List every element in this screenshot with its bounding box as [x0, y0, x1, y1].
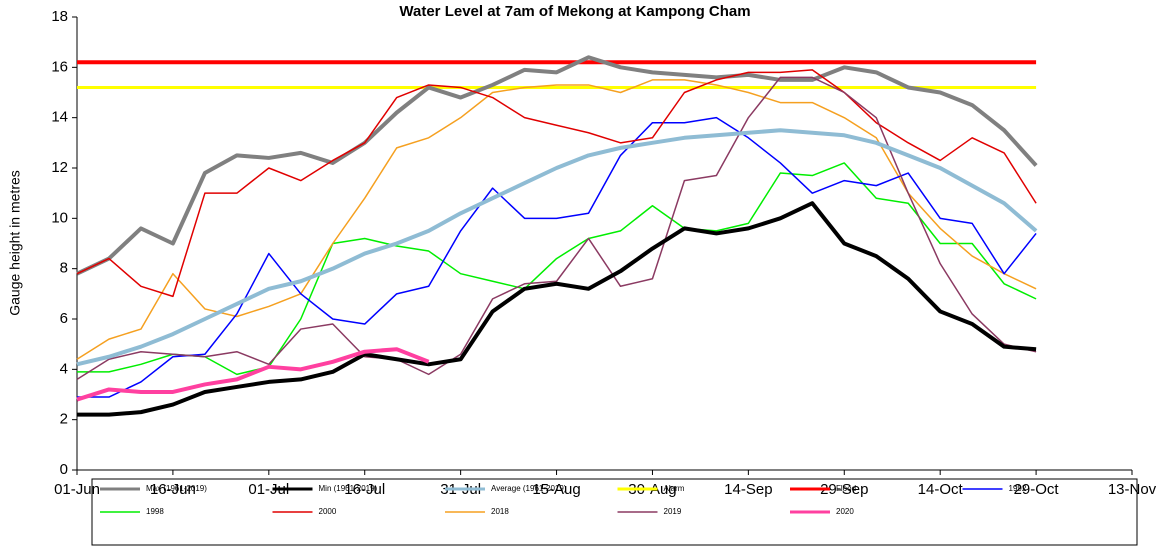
x-tick-label: 29-Oct	[1014, 481, 1060, 498]
x-tick-label: 14-Sep	[724, 481, 772, 498]
y-tick-label: 12	[51, 159, 68, 176]
series-line	[76, 128, 1038, 367]
x-tick-label: 29-Sep	[820, 481, 868, 498]
x-tick-label: 13-Nov	[1108, 481, 1157, 498]
y-tick-label: 18	[51, 8, 68, 25]
legend-label: 1992	[1009, 484, 1027, 493]
y-tick-label: 8	[60, 260, 68, 277]
x-tick-label: 16-Jul	[344, 481, 385, 498]
series-line	[77, 162, 1037, 376]
series-line	[76, 347, 430, 402]
x-tick-label: 14-Oct	[918, 481, 964, 498]
legend-label: Alarm	[664, 484, 685, 493]
chart-title: Water Level at 7am of Mekong at Kampong …	[399, 3, 750, 20]
series-line	[77, 201, 1037, 417]
legend-label: 1998	[146, 507, 164, 516]
x-tick-label: 16-Jun	[150, 481, 196, 498]
legend-label: Max (1961-2019)	[146, 484, 207, 493]
legend-box	[91, 478, 1138, 546]
series-line	[76, 76, 1037, 381]
legend-label: 2018	[491, 507, 509, 516]
legend-label: 2019	[664, 507, 682, 516]
series-line	[76, 69, 1037, 298]
legend-label: Average (1961-2019)	[491, 484, 567, 493]
y-tick-label: 10	[51, 209, 68, 226]
x-tick-label: 01-Jun	[54, 481, 100, 498]
x-tick-label: 15-Aug	[532, 481, 580, 498]
x-tick-label: 01-Jul	[248, 481, 289, 498]
legend-label: Min (1961-2019)	[319, 484, 378, 493]
y-tick-label: 0	[60, 461, 68, 478]
legend-label: 2020	[836, 507, 854, 516]
y-tick-label: 4	[60, 360, 68, 377]
series-line	[76, 79, 1037, 360]
series-line	[76, 55, 1038, 276]
legend-label: 2000	[319, 507, 337, 516]
y-tick-label: 16	[51, 58, 68, 75]
y-tick-label: 6	[60, 310, 68, 327]
series-line	[77, 116, 1037, 398]
y-tick-label: 14	[51, 109, 68, 126]
y-axis-label: Gauge height in metres	[7, 170, 23, 316]
y-tick-label: 2	[60, 411, 68, 428]
legend-label: Flood	[836, 484, 856, 493]
